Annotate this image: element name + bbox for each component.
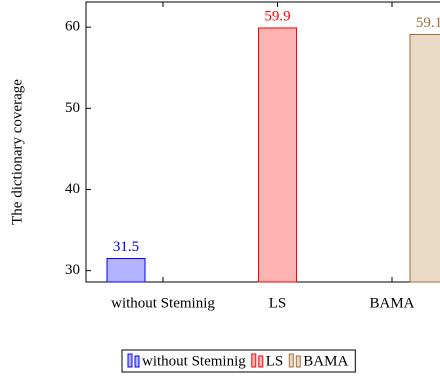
- legend-swatch: [258, 355, 264, 368]
- y-tick-label: 60: [65, 19, 80, 35]
- y-tick-label: 30: [65, 262, 80, 278]
- legend-label: without Steminig: [142, 353, 246, 369]
- bar: [258, 27, 297, 283]
- x-tick-label: LS: [269, 295, 287, 311]
- y-tick-label: 40: [65, 181, 80, 197]
- legend-swatch: [288, 353, 294, 368]
- bar: [106, 257, 146, 283]
- y-axis-label: The dictionary coverage: [9, 79, 25, 225]
- legend-swatch: [295, 355, 301, 368]
- x-tick-label: BAMA: [369, 295, 414, 311]
- x-tick-label: without Steminig: [111, 295, 215, 311]
- legend-label: LS: [266, 353, 284, 369]
- value-label: 31.5: [113, 239, 139, 255]
- bar: [409, 33, 440, 283]
- legend: without Steminig LS BAMA: [121, 349, 356, 373]
- legend-swatch: [251, 353, 257, 368]
- plot-frame: [85, 1, 440, 283]
- value-label: 59.1: [416, 15, 440, 31]
- value-label: 59.9: [264, 8, 290, 24]
- legend-swatch: [134, 355, 140, 368]
- legend-swatch: [127, 353, 133, 368]
- y-tick-label: 50: [65, 100, 80, 116]
- legend-label: BAMA: [303, 353, 348, 369]
